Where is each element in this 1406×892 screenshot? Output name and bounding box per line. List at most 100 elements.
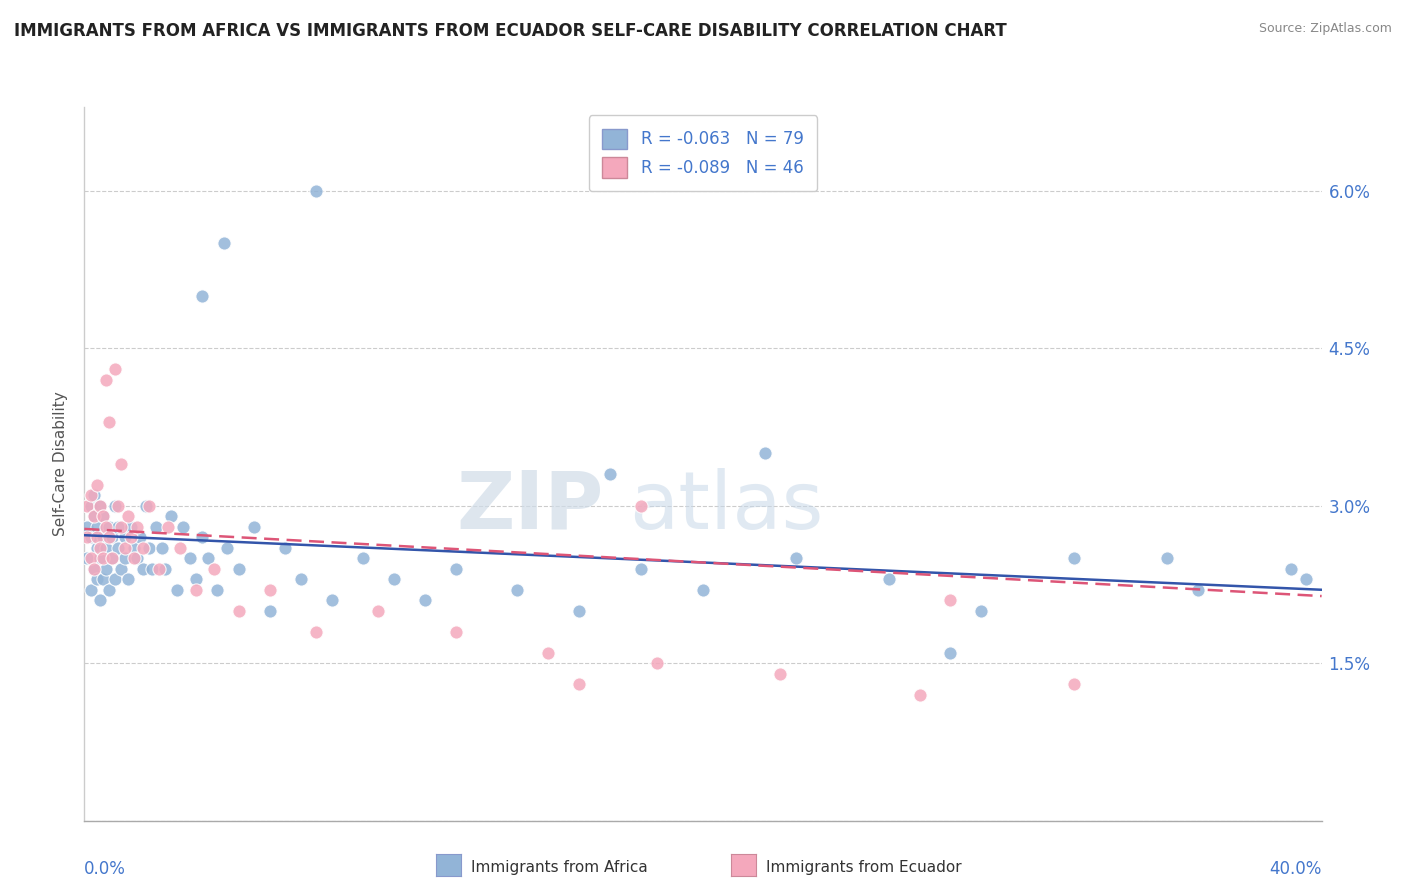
Point <box>107 541 129 555</box>
Point <box>444 624 467 639</box>
Point <box>104 362 127 376</box>
Point <box>114 541 136 555</box>
Point <box>107 499 129 513</box>
Point <box>89 541 111 555</box>
Point <box>352 551 374 566</box>
Point <box>132 562 155 576</box>
Point <box>1063 677 1085 691</box>
Point <box>150 541 173 555</box>
Point <box>94 520 117 534</box>
Point <box>86 572 108 586</box>
Point <box>89 499 111 513</box>
Point <box>169 541 191 555</box>
Text: ZIP: ZIP <box>457 467 605 546</box>
Point <box>110 562 132 576</box>
Point <box>83 509 105 524</box>
Point <box>76 499 98 513</box>
Point <box>114 530 136 544</box>
Point <box>754 446 776 460</box>
Point <box>1295 572 1317 586</box>
Point <box>568 604 591 618</box>
Point <box>120 520 142 534</box>
Point <box>86 541 108 555</box>
Point <box>83 488 105 502</box>
Point <box>692 582 714 597</box>
Point <box>141 562 163 576</box>
Point <box>120 530 142 544</box>
Point <box>89 593 111 607</box>
Point <box>86 520 108 534</box>
Point <box>970 604 993 618</box>
Point <box>259 604 281 618</box>
Point <box>94 373 117 387</box>
Point <box>76 551 98 566</box>
Point <box>172 520 194 534</box>
Point <box>79 499 101 513</box>
Legend: R = -0.063   N = 79, R = -0.089   N = 46: R = -0.063 N = 79, R = -0.089 N = 46 <box>589 115 817 191</box>
Point <box>568 677 591 691</box>
Point <box>153 562 176 576</box>
Point <box>274 541 297 555</box>
Text: 0.0%: 0.0% <box>84 860 127 878</box>
Point <box>91 551 114 566</box>
Point <box>83 562 105 576</box>
Point <box>107 520 129 534</box>
Point <box>1279 562 1302 576</box>
Point <box>321 593 343 607</box>
Point <box>156 520 179 534</box>
Point <box>91 509 114 524</box>
Point <box>599 467 621 482</box>
Point <box>89 551 111 566</box>
Point <box>129 530 152 544</box>
Point <box>228 604 250 618</box>
Text: Source: ZipAtlas.com: Source: ZipAtlas.com <box>1258 22 1392 36</box>
Point <box>122 551 145 566</box>
Point <box>290 572 312 586</box>
Y-axis label: Self-Care Disability: Self-Care Disability <box>53 392 69 536</box>
Point <box>114 551 136 566</box>
Point <box>83 562 105 576</box>
Text: atlas: atlas <box>628 467 823 546</box>
Point <box>101 551 124 566</box>
Point <box>145 520 167 534</box>
Point <box>125 520 148 534</box>
Point <box>89 499 111 513</box>
Point <box>117 572 139 586</box>
Point <box>110 457 132 471</box>
Text: Immigrants from Ecuador: Immigrants from Ecuador <box>766 860 962 874</box>
Point <box>101 551 124 566</box>
Point <box>166 582 188 597</box>
Point <box>537 646 560 660</box>
Point <box>305 184 328 198</box>
Point <box>132 541 155 555</box>
Point <box>125 551 148 566</box>
Point <box>202 562 225 576</box>
Point <box>645 657 668 671</box>
Point <box>908 688 931 702</box>
Point <box>76 520 98 534</box>
Point <box>413 593 436 607</box>
Point <box>148 562 170 576</box>
Point <box>877 572 900 586</box>
Point <box>110 520 132 534</box>
Point <box>197 551 219 566</box>
Text: IMMIGRANTS FROM AFRICA VS IMMIGRANTS FROM ECUADOR SELF-CARE DISABILITY CORRELATI: IMMIGRANTS FROM AFRICA VS IMMIGRANTS FRO… <box>14 22 1007 40</box>
Point <box>79 488 101 502</box>
Point <box>215 541 238 555</box>
Point <box>83 509 105 524</box>
Point <box>444 562 467 576</box>
Point <box>939 646 962 660</box>
Point <box>94 562 117 576</box>
Point <box>1156 551 1178 566</box>
Point <box>382 572 405 586</box>
Point <box>91 509 114 524</box>
Text: Immigrants from Africa: Immigrants from Africa <box>471 860 648 874</box>
Point <box>79 582 101 597</box>
Point <box>138 541 160 555</box>
Point <box>94 541 117 555</box>
Text: 40.0%: 40.0% <box>1270 860 1322 878</box>
Point <box>184 582 207 597</box>
Point <box>76 530 98 544</box>
Point <box>367 604 389 618</box>
Point <box>91 572 114 586</box>
